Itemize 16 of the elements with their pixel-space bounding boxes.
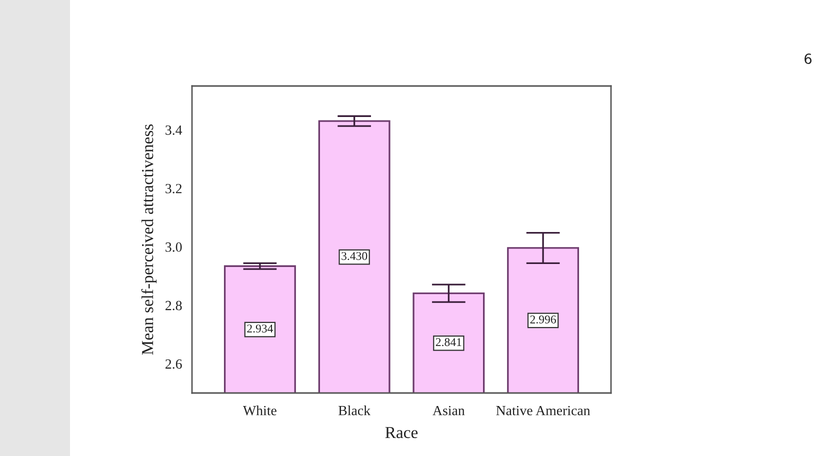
data-label: 2.934 xyxy=(247,324,274,333)
text: 6 xyxy=(804,54,812,64)
x-tick-label: Asian xyxy=(432,406,465,416)
y-tick-label: 3.2 xyxy=(166,184,182,194)
data-label: 2.996 xyxy=(530,316,556,324)
data-label: 3.430 xyxy=(342,252,368,260)
x-axis-title: Race xyxy=(385,427,418,438)
x-tick-label: Native American xyxy=(496,406,590,416)
y-tick-label: 2.8 xyxy=(166,300,182,310)
y-axis-title: Mean self-perceived attractiveness xyxy=(141,124,157,355)
x-tick-label: Black xyxy=(338,406,371,416)
y-tick-label: 3.4 xyxy=(166,125,182,135)
y-tick-label: 2.6 xyxy=(166,359,182,369)
data-label: 2.841 xyxy=(436,338,462,346)
x-tick-label: White xyxy=(242,406,276,416)
y-tick-label: 3.0 xyxy=(166,242,182,252)
